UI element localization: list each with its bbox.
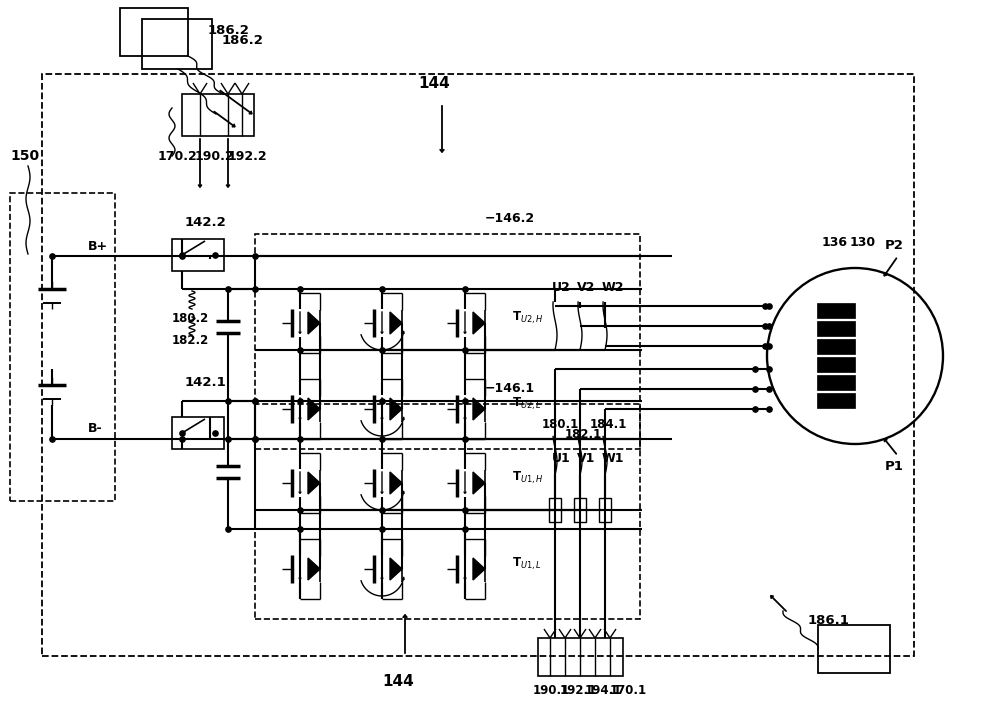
Polygon shape bbox=[390, 312, 402, 334]
Text: 142.2: 142.2 bbox=[185, 217, 227, 230]
Text: 186.1: 186.1 bbox=[808, 614, 850, 628]
Bar bbox=[818, 625, 890, 673]
Text: 192.1: 192.1 bbox=[560, 685, 597, 697]
Text: U2: U2 bbox=[552, 282, 571, 294]
Text: 186.2: 186.2 bbox=[222, 35, 264, 48]
Text: 130: 130 bbox=[850, 237, 876, 250]
Text: −146.2: −146.2 bbox=[485, 213, 535, 225]
Polygon shape bbox=[473, 312, 485, 334]
Bar bbox=[599, 498, 611, 522]
Polygon shape bbox=[308, 312, 320, 334]
Bar bbox=[142, 19, 212, 69]
Polygon shape bbox=[473, 398, 485, 420]
Text: 150: 150 bbox=[10, 149, 39, 163]
Text: B+: B+ bbox=[88, 240, 108, 252]
Polygon shape bbox=[390, 398, 402, 420]
Text: U1: U1 bbox=[552, 451, 571, 464]
Text: V2: V2 bbox=[577, 282, 595, 294]
Text: 144: 144 bbox=[418, 75, 450, 90]
Text: 190.2: 190.2 bbox=[195, 149, 235, 163]
Text: 186.2: 186.2 bbox=[208, 24, 250, 38]
Bar bbox=[172, 417, 224, 449]
Text: V1: V1 bbox=[577, 451, 595, 464]
Bar bbox=[255, 234, 640, 449]
Bar bbox=[817, 321, 855, 336]
Text: 180.1: 180.1 bbox=[542, 419, 579, 432]
Bar bbox=[182, 94, 254, 136]
Bar bbox=[10, 193, 115, 501]
Text: 184.1: 184.1 bbox=[590, 419, 627, 432]
Text: T$_{U1,H}$: T$_{U1,H}$ bbox=[512, 470, 544, 486]
Text: T$_{U1,L}$: T$_{U1,L}$ bbox=[512, 556, 542, 572]
Text: 190.1: 190.1 bbox=[533, 685, 570, 697]
Bar bbox=[172, 239, 224, 271]
Polygon shape bbox=[308, 398, 320, 420]
Bar bbox=[538, 638, 623, 676]
Text: 182.2: 182.2 bbox=[172, 334, 209, 348]
Text: W2: W2 bbox=[602, 282, 624, 294]
Bar bbox=[574, 498, 586, 522]
Bar bbox=[817, 303, 855, 318]
Text: 192.2: 192.2 bbox=[228, 149, 268, 163]
Polygon shape bbox=[473, 472, 485, 494]
Text: T$_{U2,L}$: T$_{U2,L}$ bbox=[512, 396, 542, 412]
Text: T$_{U2,H}$: T$_{U2,H}$ bbox=[512, 310, 544, 326]
Polygon shape bbox=[473, 558, 485, 580]
Text: P2: P2 bbox=[885, 240, 904, 252]
Bar bbox=[817, 375, 855, 390]
Polygon shape bbox=[308, 472, 320, 494]
Bar bbox=[120, 8, 188, 56]
Bar bbox=[817, 393, 855, 408]
Text: 142.1: 142.1 bbox=[185, 377, 227, 390]
Bar bbox=[817, 339, 855, 354]
Bar bbox=[255, 404, 640, 619]
Text: 170.2: 170.2 bbox=[158, 149, 198, 163]
Polygon shape bbox=[308, 558, 320, 580]
Polygon shape bbox=[390, 558, 402, 580]
Text: 194.1: 194.1 bbox=[585, 685, 622, 697]
Text: 180.2: 180.2 bbox=[172, 313, 209, 326]
Bar bbox=[42, 74, 914, 656]
Text: 182.1: 182.1 bbox=[565, 429, 602, 442]
Bar bbox=[549, 498, 561, 522]
Text: 144: 144 bbox=[382, 673, 414, 688]
Text: W1: W1 bbox=[602, 451, 624, 464]
Text: B-: B- bbox=[88, 422, 103, 436]
Text: 170.1: 170.1 bbox=[610, 685, 647, 697]
Text: P1: P1 bbox=[885, 459, 904, 473]
Polygon shape bbox=[390, 472, 402, 494]
Text: −146.1: −146.1 bbox=[485, 383, 535, 395]
Text: 136: 136 bbox=[822, 237, 848, 250]
Bar bbox=[817, 357, 855, 372]
